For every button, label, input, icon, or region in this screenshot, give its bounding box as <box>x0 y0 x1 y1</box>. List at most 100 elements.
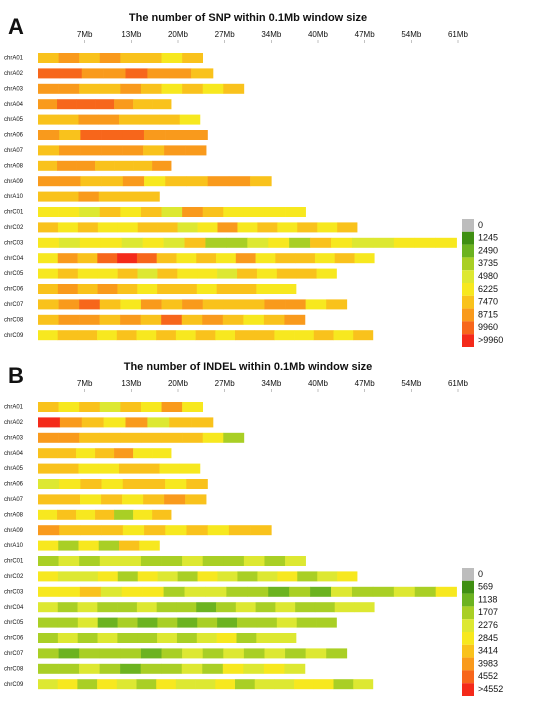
row-label: chrC05 <box>4 620 24 626</box>
bin <box>326 299 348 310</box>
bin <box>164 145 186 156</box>
bin <box>254 330 275 341</box>
bin <box>57 448 77 459</box>
x-tick-label: 20Mb <box>168 30 189 39</box>
legend-swatch <box>462 632 474 645</box>
bin <box>393 237 416 248</box>
bin <box>81 417 104 428</box>
bin <box>276 284 297 294</box>
bin <box>57 571 79 582</box>
bin <box>161 648 183 659</box>
bin <box>57 679 78 690</box>
bin <box>181 314 203 325</box>
bin <box>58 53 80 63</box>
bin <box>235 253 256 264</box>
legend-swatch <box>462 580 474 594</box>
x-tick-label: 54Mb <box>401 379 422 388</box>
bin <box>99 556 121 566</box>
bin <box>78 540 100 551</box>
bin <box>77 617 99 628</box>
bin <box>57 99 77 110</box>
bin <box>103 68 126 79</box>
bin <box>79 53 101 63</box>
legend-swatch <box>462 683 474 696</box>
bin <box>77 571 99 582</box>
bin <box>76 509 96 520</box>
bin <box>205 237 227 248</box>
bin <box>117 222 139 233</box>
bin <box>59 479 81 489</box>
bin <box>217 222 238 233</box>
bin <box>122 130 145 140</box>
bin <box>59 417 83 428</box>
bin <box>38 494 60 505</box>
row-label: chrA06 <box>4 482 24 488</box>
bin <box>202 314 224 325</box>
bin <box>284 663 306 674</box>
bin <box>57 602 78 613</box>
bin <box>97 679 118 690</box>
bin <box>165 525 187 536</box>
bin <box>236 633 257 643</box>
bin <box>120 207 142 217</box>
bin <box>257 222 278 233</box>
legend-swatch <box>462 644 474 658</box>
legend-label: 0 <box>478 220 483 230</box>
bin <box>114 509 134 520</box>
bin <box>202 663 224 674</box>
bin <box>38 191 59 202</box>
bin <box>177 268 198 279</box>
bin <box>118 114 140 125</box>
row-label: chrC08 <box>4 317 24 323</box>
bin <box>79 237 102 248</box>
bin <box>202 556 224 566</box>
bin <box>235 679 256 690</box>
bin <box>195 679 216 690</box>
bin <box>353 330 374 341</box>
bin <box>161 207 183 217</box>
bin <box>372 586 395 597</box>
bin <box>116 330 137 341</box>
bin <box>95 160 115 171</box>
bin <box>353 679 374 690</box>
row-label: chrA08 <box>4 512 24 518</box>
bin <box>152 99 172 110</box>
bin <box>118 463 140 474</box>
bin <box>143 130 166 140</box>
bin <box>435 237 457 248</box>
bin <box>97 253 118 264</box>
bin <box>139 540 160 551</box>
row-label: chrC09 <box>4 682 24 688</box>
bin <box>38 268 59 279</box>
bin <box>295 602 316 613</box>
bin <box>120 314 141 325</box>
bin <box>137 571 158 582</box>
bin <box>161 314 183 325</box>
bin <box>137 284 158 294</box>
bin <box>217 571 238 582</box>
bin <box>79 556 101 566</box>
row-label: chrA07 <box>4 148 24 154</box>
bin <box>157 617 178 628</box>
bin <box>57 253 78 264</box>
bin <box>97 617 118 628</box>
bin <box>143 479 166 489</box>
bin <box>297 571 318 582</box>
legend-label: 2845 <box>478 633 498 643</box>
bin <box>179 114 201 125</box>
legend-swatch <box>462 231 474 245</box>
bin <box>351 237 374 248</box>
bin <box>114 99 134 110</box>
bin <box>140 314 162 325</box>
bin <box>237 268 258 279</box>
bin <box>182 402 204 412</box>
bin <box>38 479 60 489</box>
row-label: chrA05 <box>4 117 24 123</box>
bin <box>268 586 290 597</box>
bin <box>58 114 79 125</box>
bin <box>223 299 245 310</box>
bin <box>79 402 101 412</box>
bin <box>289 237 311 248</box>
bin <box>274 679 295 690</box>
x-tick-label: 13Mb <box>121 30 142 39</box>
